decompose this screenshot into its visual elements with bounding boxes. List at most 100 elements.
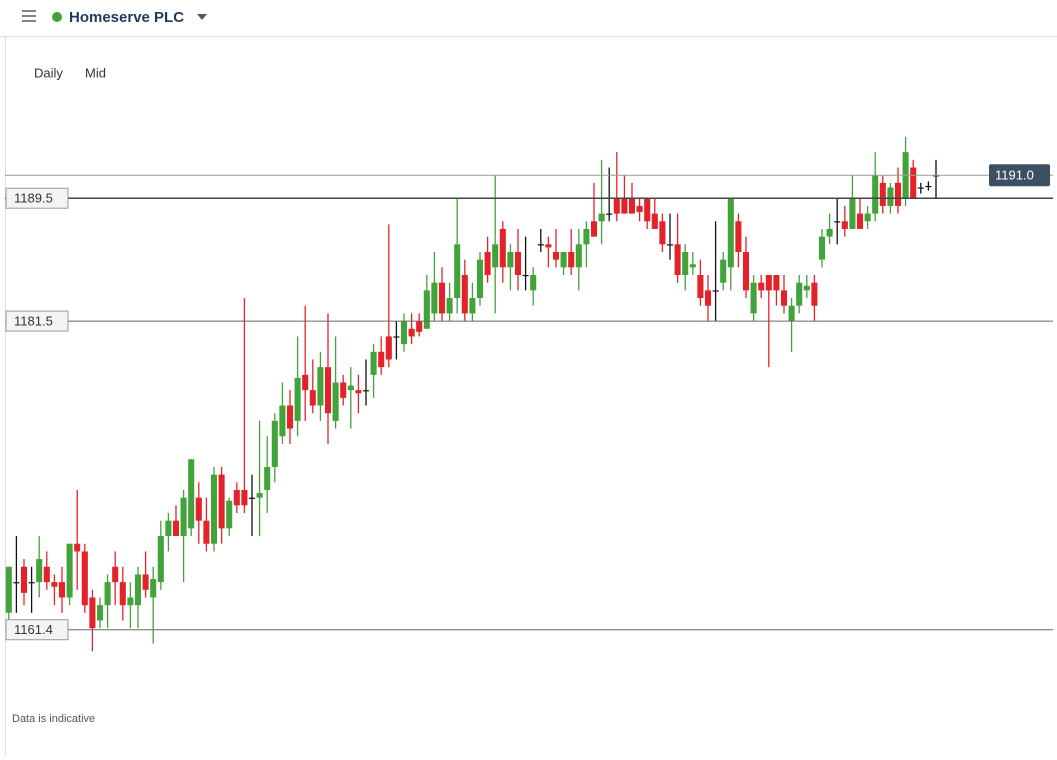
candle-body xyxy=(188,459,195,529)
candle-body xyxy=(51,582,58,587)
level-label-box xyxy=(5,310,69,332)
level-label: 1161.4 xyxy=(14,622,53,637)
candle-body xyxy=(89,597,96,629)
candle-body xyxy=(461,275,468,314)
candle-body xyxy=(233,489,240,506)
candle-body xyxy=(613,198,620,214)
candle-body xyxy=(134,574,142,606)
candle-body xyxy=(856,213,864,229)
candle-body xyxy=(598,213,605,222)
candle-body xyxy=(294,377,301,421)
candle-body xyxy=(5,566,12,613)
candle-body xyxy=(385,336,392,360)
candle-body xyxy=(150,579,157,598)
candle-body xyxy=(811,282,818,306)
status-dot xyxy=(52,12,62,22)
candle-body xyxy=(332,382,339,421)
candle-body xyxy=(818,236,826,260)
candle-body xyxy=(340,382,347,398)
candle-body xyxy=(218,474,225,529)
candle-body xyxy=(271,420,278,467)
candle-body xyxy=(636,205,643,213)
candle-body xyxy=(484,251,491,276)
candle-body xyxy=(545,244,552,248)
candle-body xyxy=(841,221,848,229)
candle-body xyxy=(378,351,385,368)
candle-body xyxy=(727,198,734,268)
candle-body xyxy=(872,175,879,214)
candle-body xyxy=(910,167,917,199)
candle-body xyxy=(13,582,20,584)
candle-body xyxy=(66,543,73,598)
candle-body xyxy=(499,228,506,268)
candle-body xyxy=(644,198,651,222)
candle-body xyxy=(750,282,757,314)
candle-body xyxy=(780,290,788,306)
candle-body xyxy=(697,275,704,299)
last-price-label: 1191.0 xyxy=(995,168,1034,183)
candle-body xyxy=(302,374,309,391)
candle-body xyxy=(773,275,780,291)
candle-body xyxy=(127,597,134,606)
price-type[interactable]: Mid xyxy=(85,65,106,80)
candle-body xyxy=(651,213,658,229)
menu-icon[interactable] xyxy=(22,10,36,22)
candle-body xyxy=(834,221,841,223)
candle-body xyxy=(347,385,354,391)
candle-body xyxy=(112,566,119,583)
candle-body xyxy=(796,282,803,306)
candle-body xyxy=(264,466,271,490)
level-label-box xyxy=(5,187,69,209)
candle-body xyxy=(454,244,461,299)
candle-body xyxy=(704,290,712,306)
candle-body xyxy=(446,298,453,314)
level-label-box xyxy=(5,619,69,641)
candle-body xyxy=(826,228,833,237)
candle-body xyxy=(20,566,28,593)
candle-body xyxy=(514,251,522,276)
candle-body xyxy=(476,259,484,299)
candle-body xyxy=(720,259,727,283)
candle-body xyxy=(575,244,582,268)
candle-body xyxy=(530,275,537,291)
candle-body xyxy=(788,305,795,322)
candle-body xyxy=(165,520,172,537)
candle-body xyxy=(96,605,104,621)
candle-body xyxy=(674,244,681,276)
candle-body xyxy=(666,244,674,246)
candle-body xyxy=(522,275,529,277)
candle-body xyxy=(742,251,750,291)
footnote: Data is indicative xyxy=(12,713,95,725)
last-price-box xyxy=(989,164,1050,187)
candle-body xyxy=(803,285,810,291)
level-label: 1189.5 xyxy=(14,191,53,206)
candle-body xyxy=(256,493,263,498)
interval[interactable]: Daily xyxy=(34,65,63,80)
candle-body xyxy=(712,290,719,292)
instrument-title[interactable]: Homeserve PLC xyxy=(69,9,184,26)
candle-body xyxy=(423,290,430,329)
candle-body xyxy=(917,187,924,189)
candle-body xyxy=(210,474,218,544)
candle-body xyxy=(879,182,886,206)
candle-body xyxy=(621,198,628,214)
candle-body xyxy=(689,264,696,268)
candle-body xyxy=(362,390,370,392)
candle-body xyxy=(932,175,940,177)
candle-body xyxy=(241,489,248,506)
candle-body xyxy=(317,367,324,406)
dropdown-arrow[interactable] xyxy=(197,14,207,20)
candle-body xyxy=(765,275,772,291)
candle-body xyxy=(226,500,233,529)
level-label: 1181.5 xyxy=(14,314,53,329)
candle-body xyxy=(286,405,294,429)
candle-body xyxy=(248,497,256,499)
candle-body xyxy=(568,251,575,268)
candle-body xyxy=(142,574,149,590)
candle-body xyxy=(279,405,286,437)
candle-body xyxy=(438,282,446,314)
candle-body xyxy=(400,321,408,345)
candle-body xyxy=(119,582,126,606)
candle-body xyxy=(590,221,598,237)
